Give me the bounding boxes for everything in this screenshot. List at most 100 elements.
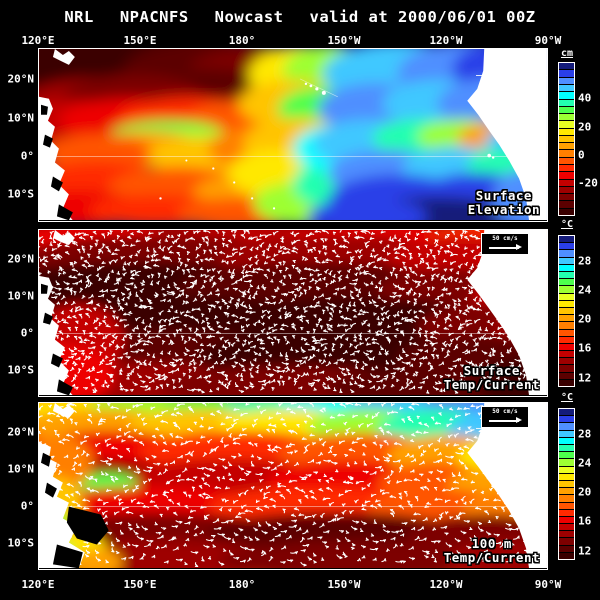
map-panel-surface-temp-current[interactable]: 50 cm/s Surface Temp/Current — [38, 229, 548, 397]
map-panel-surface-elevation[interactable]: Surface Elevation — [38, 48, 548, 222]
colorbar-segment-14 — [559, 452, 574, 460]
caption-line-2: Temp/Current — [443, 550, 540, 565]
colorbar-segment-15 — [559, 99, 574, 107]
latitude-tick-p1-3: 10°S — [7, 363, 35, 377]
colorbar-segment-19 — [559, 243, 574, 251]
colorbar-segment-17 — [559, 84, 574, 93]
figure-title: NRL NPACNFS Nowcast valid at 2000/06/01 … — [0, 6, 600, 28]
latitude-tick-p0-3: 10°S — [7, 187, 35, 201]
colorbar-segment-12 — [559, 293, 574, 301]
colorbar-segment-19 — [559, 70, 574, 78]
colorbar-segment-10 — [559, 307, 574, 316]
colorbar-segment-0 — [559, 552, 574, 559]
colorbar-segment-6 — [559, 509, 574, 517]
colorbar-1-tick-0: 28 — [578, 254, 592, 267]
colorbar-unit-3-text: °C — [560, 392, 574, 403]
vector-scale-label-panel-2: 50 cm/s — [492, 235, 518, 242]
colorbar-segment-11 — [559, 128, 574, 136]
colorbar-segment-0 — [559, 208, 574, 215]
longitude-tick-5: 90°W — [534, 578, 562, 591]
colorbar-segment-5 — [559, 516, 574, 525]
colorbar-segment-1 — [559, 545, 574, 553]
colorbar-segment-8 — [559, 495, 574, 503]
colorbar-2-tick-2: 20 — [578, 485, 592, 499]
colorbar-segment-2 — [559, 365, 574, 373]
colorbar-segment-15 — [559, 445, 574, 453]
colorbar-unit-1: cm — [556, 48, 578, 59]
longitude-tick-5: 90°W — [534, 34, 562, 47]
colorbar-segment-6 — [559, 165, 574, 173]
colorbar-segment-2 — [559, 538, 574, 546]
colorbar-segment-19 — [559, 416, 574, 424]
colorbar-0-tick-0: 40 — [578, 91, 592, 105]
colorbar-segment-9 — [559, 315, 574, 323]
colorbar-0-tick-2: 0 — [578, 148, 585, 162]
colorbar-segment-16 — [559, 437, 574, 445]
caption-line-2: Elevation — [467, 202, 540, 217]
panel-caption-surface-elevation: Surface Elevation — [468, 189, 540, 217]
vector-scale-arrow-shaft-panel-2 — [488, 247, 519, 249]
colorbar-0-tick-3: -20 — [578, 176, 598, 190]
colorbar-segment-17 — [559, 430, 574, 438]
colorbar-segment-7 — [559, 502, 574, 510]
latitude-axis-panel-2: 20°N 10°N 0° 10°S — [0, 229, 38, 397]
latitude-tick-p1-0: 20°N — [7, 252, 35, 266]
colorbar-0-tick-1: 20 — [578, 120, 592, 134]
colorbar-segment-9 — [559, 143, 574, 151]
colorbar-segment-4 — [559, 524, 574, 532]
colorbar-1-tick-4: 12 — [578, 371, 592, 384]
equator-line-panel-2 — [39, 332, 547, 334]
colorbar-segment-14 — [559, 106, 574, 115]
colorbar-segment-5 — [559, 343, 574, 352]
colorbar-segment-3 — [559, 531, 574, 539]
vector-scale-arrow-head-panel-2 — [515, 244, 522, 251]
colorbar-segment-6 — [559, 336, 574, 344]
latitude-tick-p2-3: 10°S — [7, 536, 35, 550]
title-model: NPACNFS — [119, 8, 189, 26]
colorbar-segment-2 — [559, 194, 574, 202]
equator-line-panel-1 — [39, 155, 547, 157]
land-graticule-h1-panel-2 — [475, 254, 547, 256]
colorbar-segment-12 — [559, 466, 574, 474]
title-agency: NRL — [64, 8, 94, 26]
colorbar-segment-17 — [559, 257, 574, 265]
colorbar-segment-18 — [559, 77, 574, 85]
colorbar-segment-13 — [559, 459, 574, 467]
colorbar-surface-elevation — [558, 62, 575, 216]
colorbar-1-tick-1: 24 — [578, 283, 592, 297]
colorbar-segment-20 — [559, 236, 574, 244]
colorbar-segment-0 — [559, 379, 574, 386]
colorbar-segment-12 — [559, 121, 574, 129]
longitude-tick-2: 180° — [228, 578, 256, 591]
panel-caption-100m-temp-current: 100 m Temp/Current — [444, 537, 540, 565]
colorbar-unit-1-text: cm — [560, 48, 574, 59]
longitude-tick-4: 120°W — [429, 578, 463, 591]
coastline-overlay-panel-1 — [39, 49, 547, 221]
land-graticule-h1-panel-1 — [475, 74, 547, 76]
colorbar-segment-8 — [559, 322, 574, 330]
longitude-axis-top: 120°E 150°E 180° 150°W 120°W 90°W — [0, 34, 600, 48]
caption-line-1: Surface — [463, 363, 520, 378]
latitude-axis-panel-1: 20°N 10°N 0° 10°S — [0, 48, 38, 222]
colorbar-unit-2: °C — [556, 219, 578, 230]
colorbar-segment-10 — [559, 480, 574, 489]
longitude-axis-bottom: 120°E 150°E 180° 150°W 120°W 90°W — [0, 578, 600, 592]
colorbar-segment-7 — [559, 157, 574, 166]
colorbar-segment-4 — [559, 179, 574, 187]
vector-scale-key-panel-3: 50 cm/s — [480, 406, 529, 428]
colorbar-segment-3 — [559, 358, 574, 366]
colorbar-segment-11 — [559, 300, 574, 308]
latitude-tick-p2-1: 10°N — [7, 462, 35, 476]
title-valid-time: valid at 2000/06/01 00Z — [309, 8, 536, 26]
colorbar-segment-16 — [559, 264, 574, 272]
colorbar-1-tick-3: 16 — [578, 341, 592, 355]
colorbar-segment-18 — [559, 250, 574, 258]
colorbar-segment-1 — [559, 372, 574, 380]
latitude-tick-p2-2: 0° — [20, 499, 34, 513]
map-panel-100m-temp-current[interactable]: 50 cm/s 100 m Temp/Current — [38, 402, 548, 570]
panel-caption-surface-temp-current: Surface Temp/Current — [444, 364, 540, 392]
longitude-tick-0: 120°E — [21, 34, 55, 47]
colorbar-100m-temp — [558, 408, 575, 560]
coastline-overlay-panel-3 — [39, 403, 547, 569]
